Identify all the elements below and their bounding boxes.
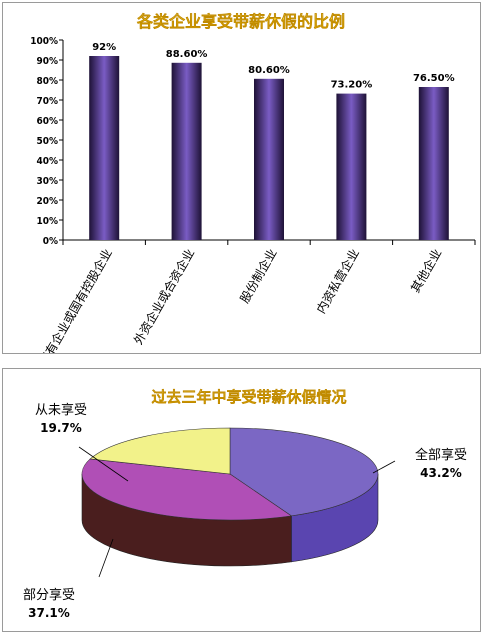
y-tick-label: 30% — [36, 176, 58, 187]
pie-slice-value: 37.1% — [28, 606, 70, 620]
pie-chart-panel: 过去三年中享受带薪休假情况 全部享受 43.2% 部分享受 37.1% 从未享受 19.7… — [2, 368, 481, 632]
y-tick-label: 90% — [36, 56, 58, 67]
bar-data-label: 88.60% — [166, 49, 208, 60]
pie-chart-slices — [81, 427, 379, 567]
pie-slice — [81, 458, 293, 521]
y-tick-label: 80% — [36, 76, 58, 87]
bar — [171, 62, 202, 240]
bar-chart-category-labels: 国有企业或国有控股企业 外资企业或合资企业 股份制企业 内资私营企业 其他企业 — [36, 246, 445, 353]
bar-data-label: 76.50% — [413, 73, 455, 84]
bar — [89, 56, 120, 240]
bar-chart-bars — [89, 56, 449, 240]
pie-slice — [229, 427, 379, 517]
bar — [254, 78, 284, 240]
bar-data-label: 73.20% — [331, 80, 373, 91]
bar-chart-axes: 0% 10% 20% 30% 40% 50% 60% 70% 80% 90% 100% — [30, 36, 476, 247]
pie-chart-labels: 全部享受 43.2% 部分享受 37.1% 从未享受 19.7% — [23, 402, 467, 620]
y-tick-label: 100% — [30, 36, 58, 47]
x-category-label: 其他企业 — [407, 246, 444, 295]
bar-data-label: 80.60% — [248, 65, 290, 76]
pie-slice-name: 从未享受 — [35, 402, 87, 418]
bar — [418, 87, 449, 240]
y-tick-label: 10% — [36, 216, 58, 227]
pie-leader-line — [98, 538, 114, 578]
bar-chart-panel: 各类企业享受带薪休假的比例 0% 10% 20% 30% 40% 50% 60% 70% 80%… — [2, 2, 481, 354]
x-category-label: 内资私营企业 — [313, 246, 362, 316]
x-category-label: 外资企业或合资企业 — [130, 246, 197, 347]
bar — [336, 93, 367, 240]
y-tick-label: 70% — [36, 96, 58, 107]
pie-leader-line — [78, 446, 129, 482]
pie-chart: 过去三年中享受带薪休假情况 全部享受 43.2% 部分享受 37.1% 从未享受 19.7… — [23, 388, 467, 620]
pie-slice-value: 43.2% — [420, 466, 462, 480]
bar-data-label: 92% — [92, 42, 116, 53]
pie-slice-name: 全部享受 — [415, 447, 467, 463]
y-tick-label: 0% — [43, 236, 58, 247]
x-category-label: 股份制企业 — [237, 246, 280, 305]
y-tick-label: 50% — [36, 136, 58, 147]
pie-slice-value: 19.7% — [40, 421, 82, 435]
pie-leader-line — [372, 460, 396, 474]
y-tick-label: 20% — [36, 196, 58, 207]
bar-chart: 各类企业享受带薪休假的比例 0% 10% 20% 30% 40% 50% 60% 70% 80%… — [30, 12, 476, 353]
bar-chart-data-labels: 92% 88.60% 80.60% 73.20% 76.50% — [92, 42, 454, 91]
pie-slice — [89, 427, 231, 475]
y-tick-label: 40% — [36, 156, 58, 167]
x-category-label: 国有企业或国有控股企业 — [36, 246, 115, 353]
y-tick-label: 60% — [36, 116, 58, 127]
pie-chart-title: 过去三年中享受带薪休假情况 — [151, 388, 346, 406]
bar-chart-title: 各类企业享受带薪休假的比例 — [136, 12, 345, 31]
pie-slice-name: 部分享受 — [23, 587, 75, 603]
